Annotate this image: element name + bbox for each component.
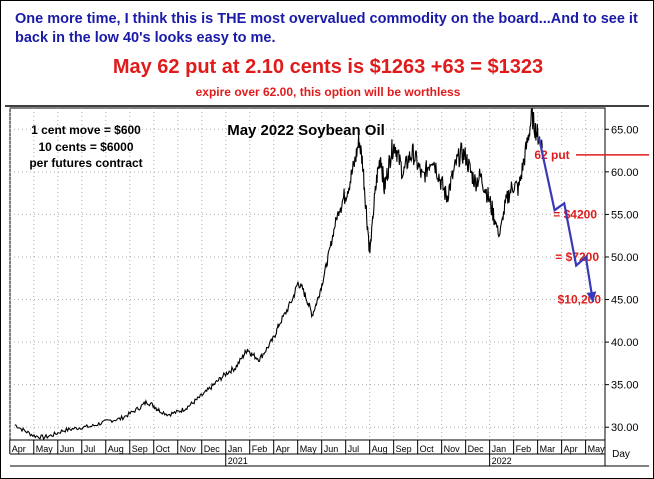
- year-label: 2021: [228, 456, 248, 466]
- x-tick-label: Apr: [12, 444, 26, 454]
- x-tick-label: Apr: [564, 444, 578, 454]
- x-tick-label: Apr: [276, 444, 290, 454]
- x-tick-label: Sep: [132, 444, 148, 454]
- chart-title: May 2022 Soybean Oil: [227, 122, 385, 139]
- x-tick-label: Feb: [516, 444, 532, 454]
- x-tick-label: Aug: [108, 444, 124, 454]
- x-tick-label: Jun: [324, 444, 339, 454]
- x-tick-label: Nov: [180, 444, 197, 454]
- y-tick-label: 30.00: [611, 422, 639, 434]
- x-tick-label: Oct: [420, 444, 435, 454]
- y-tick-label: 65.00: [611, 124, 639, 136]
- put-label-backing: [528, 147, 576, 162]
- x-tick-label: Aug: [372, 444, 388, 454]
- y-tick-label: 60.00: [611, 167, 639, 179]
- x-tick-label: May: [588, 444, 606, 454]
- annotation-label: = $7200: [555, 250, 599, 264]
- x-tick-label: Mar: [540, 444, 556, 454]
- annotation-label: 62 put: [534, 148, 569, 162]
- y-tick-label: 50.00: [611, 252, 639, 264]
- y-tick-label: 55.00: [611, 209, 639, 221]
- x-tick-label: May: [300, 444, 318, 454]
- note-line-1: 1 cent move = $600: [31, 123, 141, 137]
- projection-arrowhead: [586, 291, 597, 303]
- x-axis-label: Day: [612, 449, 630, 460]
- x-axis-ticks: Apr May Jun Jul Aug Sep Oct Nov Dec Jan Feb Apr May J…: [9, 440, 606, 466]
- x-tick-label: Nov: [444, 444, 461, 454]
- year-label: 2022: [492, 456, 512, 466]
- header-commentary: One more time, I think this is THE most …: [15, 11, 638, 46]
- x-tick-label: Jun: [60, 444, 75, 454]
- x-tick-label: Oct: [156, 444, 171, 454]
- y-axis-ticks: 30.00 35.00 40.00 45.00 50.00 55.00 60.00 65.00: [605, 124, 639, 434]
- x-tick-label: Dec: [468, 444, 485, 454]
- x-tick-label: Jul: [84, 444, 96, 454]
- projection-path: [537, 137, 595, 303]
- header-put-price: May 62 put at 2.10 cents is $1263 +63 = …: [112, 56, 544, 78]
- note-line-3: per futures contract: [29, 156, 142, 170]
- price-series-line: [14, 107, 544, 441]
- note-line-2: 10 cents = $6000: [38, 140, 133, 154]
- header-expiry-note: expire over 62.00, this option will be w…: [195, 85, 461, 99]
- annotation-label: = $4200: [553, 207, 597, 221]
- header-panel: One more time, I think this is THE most …: [6, 4, 650, 106]
- x-tick-label: May: [36, 444, 54, 454]
- x-tick-label: Jan: [228, 444, 243, 454]
- y-tick-label: 45.00: [611, 295, 639, 307]
- x-tick-label: Dec: [204, 444, 221, 454]
- y-tick-label: 40.00: [611, 337, 639, 349]
- grid: [9, 108, 605, 440]
- x-tick-label: Sep: [396, 444, 412, 454]
- x-tick-label: Jul: [348, 444, 360, 454]
- y-tick-label: 35.00: [611, 380, 639, 392]
- x-tick-label: Feb: [252, 444, 268, 454]
- x-tick-label: Jan: [492, 444, 507, 454]
